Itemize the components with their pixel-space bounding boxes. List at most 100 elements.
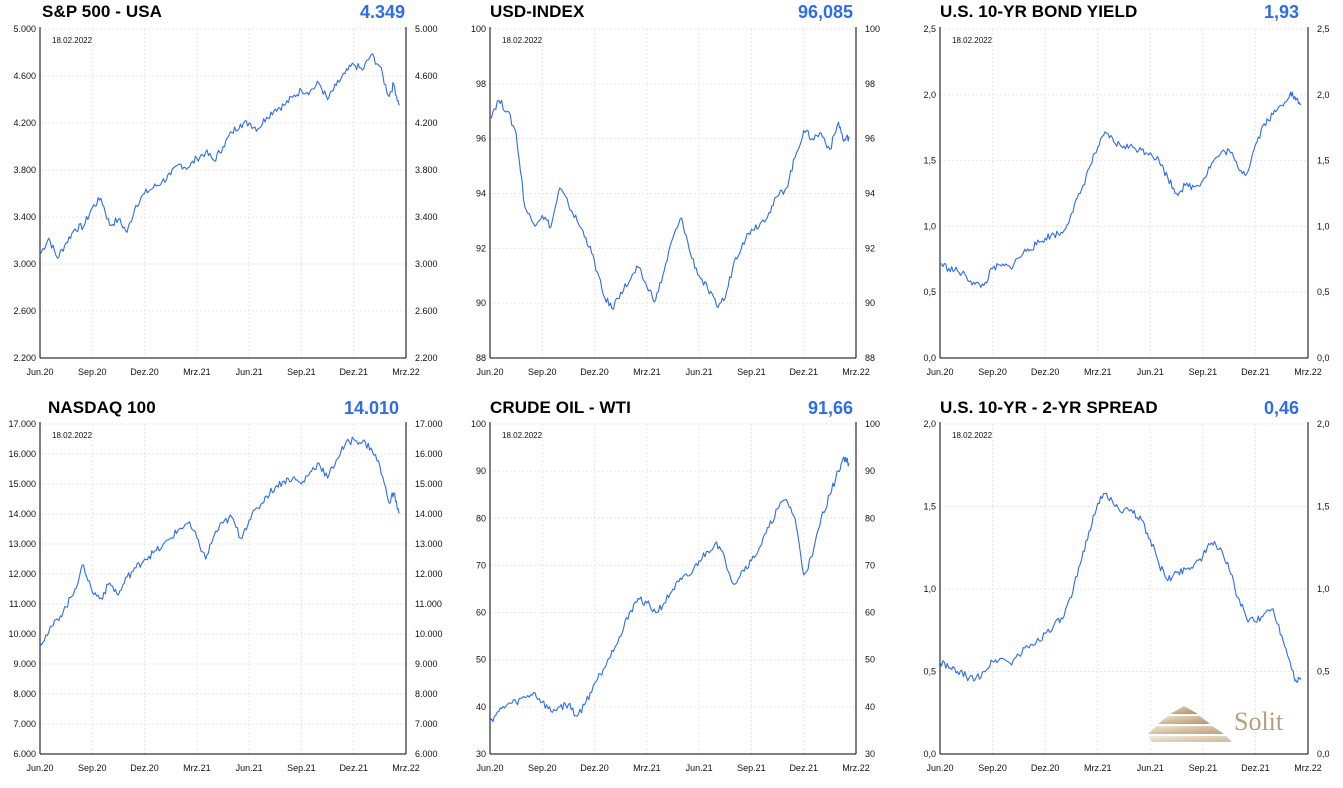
y-tick-label-left: 98 bbox=[476, 79, 486, 89]
y-tick-label-left: 13.000 bbox=[8, 539, 36, 549]
x-tick-label: Dez.21 bbox=[789, 367, 818, 377]
y-tick-label-left: 88 bbox=[476, 353, 486, 363]
y-tick-label-left: 100 bbox=[471, 24, 486, 34]
x-tick-label: Sep.20 bbox=[78, 763, 107, 773]
y-tick-label-left: 8.000 bbox=[13, 689, 36, 699]
chart-canvas: 0,0 0,0 0,5 0,5 1,0 1,0 1,5 1,5 2,0 2,0 2,5 2,5 Jun.… bbox=[923, 24, 1330, 377]
y-tick-label-left: 0,5 bbox=[923, 667, 936, 677]
y-tick-label-right: 30 bbox=[865, 749, 875, 759]
y-tick-label-right: 11.000 bbox=[415, 599, 442, 609]
y-tick-label-left: 1,5 bbox=[923, 502, 936, 512]
x-tick-label: Dez.21 bbox=[339, 763, 368, 773]
chart-title: U.S. 10-YR - 2-YR SPREAD bbox=[940, 398, 1158, 417]
y-tick-label-right: 90 bbox=[865, 298, 875, 308]
y-tick-label-right: 94 bbox=[865, 189, 875, 199]
x-tick-label: Sep.20 bbox=[978, 367, 1007, 377]
y-tick-label-right: 1,5 bbox=[1317, 502, 1330, 512]
chart-title: USD-INDEX bbox=[490, 2, 585, 21]
chart-last-value: 14.010 bbox=[343, 398, 399, 418]
x-tick-label: Sep.20 bbox=[528, 763, 557, 773]
y-tick-label-left: 11.000 bbox=[9, 599, 36, 609]
x-tick-label: Mrz.22 bbox=[842, 763, 870, 773]
chart-date-label: 18.02.2022 bbox=[952, 431, 993, 440]
chart-title: S&P 500 - USA bbox=[42, 2, 163, 21]
y-tick-label-left: 60 bbox=[476, 608, 486, 618]
y-tick-label-right: 7.000 bbox=[415, 719, 438, 729]
chart-date-label: 18.02.2022 bbox=[502, 431, 543, 440]
y-tick-label-left: 1,0 bbox=[923, 221, 936, 231]
y-tick-label-left: 0,5 bbox=[923, 287, 936, 297]
x-tick-label: Jun.20 bbox=[926, 367, 953, 377]
x-tick-label: Dez.21 bbox=[339, 367, 368, 377]
y-tick-label-right: 100 bbox=[865, 419, 880, 429]
x-tick-label: Mrz.22 bbox=[392, 367, 420, 377]
x-tick-label: Jun.21 bbox=[236, 763, 263, 773]
y-tick-label-right: 2.600 bbox=[415, 306, 438, 316]
y-tick-label-right: 40 bbox=[865, 702, 875, 712]
y-tick-label-left: 50 bbox=[476, 655, 486, 665]
y-tick-label-left: 2.200 bbox=[13, 353, 36, 363]
y-tick-label-right: 90 bbox=[865, 466, 875, 476]
series-line bbox=[489, 99, 850, 310]
y-tick-label-right: 5.000 bbox=[415, 24, 438, 34]
y-tick-label-left: 80 bbox=[476, 513, 486, 523]
y-tick-label-left: 94 bbox=[476, 189, 486, 199]
x-tick-label: Dez.20 bbox=[1031, 763, 1060, 773]
x-tick-label: Jun.20 bbox=[926, 763, 953, 773]
y-tick-label-right: 0,5 bbox=[1317, 287, 1330, 297]
chart-title: NASDAQ 100 bbox=[48, 398, 156, 417]
x-tick-label: Sep.21 bbox=[287, 367, 316, 377]
y-tick-label-right: 2,5 bbox=[1317, 24, 1330, 34]
x-tick-label: Jun.20 bbox=[26, 367, 53, 377]
y-tick-label-right: 88 bbox=[865, 353, 875, 363]
x-tick-label: Dez.20 bbox=[1031, 367, 1060, 377]
y-tick-label-right: 60 bbox=[865, 608, 875, 618]
y-tick-label-right: 0,0 bbox=[1317, 749, 1330, 759]
y-tick-label-right: 1,5 bbox=[1317, 156, 1330, 166]
y-tick-label-left: 5.000 bbox=[13, 24, 36, 34]
y-tick-label-left: 14.000 bbox=[8, 509, 36, 519]
chart-usd-index: USD-INDEX 96,085 88 88 90 90 92 92 94 94 96 96 98 9… bbox=[448, 0, 895, 392]
x-tick-label: Dez.21 bbox=[1241, 367, 1270, 377]
y-tick-label-right: 1,0 bbox=[1317, 221, 1330, 231]
chart-date-label: 18.02.2022 bbox=[52, 431, 93, 440]
y-tick-label-left: 16.000 bbox=[8, 449, 36, 459]
chart-sp500: S&P 500 - USA 4.349 2.200 2.200 2.600 2.600… bbox=[0, 0, 447, 392]
x-tick-label: Dez.20 bbox=[580, 367, 609, 377]
x-tick-label: Mrz.21 bbox=[633, 763, 661, 773]
y-tick-label-right: 10.000 bbox=[415, 629, 443, 639]
x-tick-label: Sep.21 bbox=[1189, 763, 1218, 773]
y-tick-label-left: 96 bbox=[476, 134, 486, 144]
x-tick-label: Jun.21 bbox=[686, 763, 713, 773]
x-tick-label: Sep.20 bbox=[78, 367, 107, 377]
solit-logo-icon bbox=[1148, 706, 1232, 742]
chart-crude-oil-wti: CRUDE OIL - WTI 91,66 30 30 40 40 50 50 60 60 70… bbox=[448, 396, 895, 788]
y-tick-label-right: 15.000 bbox=[415, 479, 443, 489]
y-tick-label-right: 0,0 bbox=[1317, 353, 1330, 363]
x-tick-label: Sep.21 bbox=[737, 763, 766, 773]
x-tick-label: Jun.20 bbox=[476, 763, 503, 773]
chart-nasdaq-100: NASDAQ 100 14.010 6.000 6.000 7.000 7.000 8.… bbox=[0, 396, 447, 788]
y-tick-label-right: 16.000 bbox=[415, 449, 443, 459]
x-tick-label: Mrz.22 bbox=[842, 367, 870, 377]
x-tick-label: Mrz.21 bbox=[1084, 763, 1112, 773]
x-tick-label: Jun.21 bbox=[686, 367, 713, 377]
x-tick-label: Dez.21 bbox=[789, 763, 818, 773]
y-tick-label-right: 3.000 bbox=[415, 259, 438, 269]
chart-canvas: 88 88 90 90 92 92 94 94 96 96 98 98 100 100 Jun.20 Sep.… bbox=[471, 24, 880, 377]
y-tick-label-left: 2.600 bbox=[13, 306, 36, 316]
y-tick-label-right: 6.000 bbox=[415, 749, 438, 759]
x-tick-label: Dez.20 bbox=[130, 763, 159, 773]
y-tick-label-right: 0,5 bbox=[1317, 667, 1330, 677]
x-tick-label: Sep.21 bbox=[287, 763, 316, 773]
chart-canvas: 30 30 40 40 50 50 60 60 70 70 80 80 90 90 100 100 Jun.20… bbox=[471, 419, 880, 773]
series-line bbox=[39, 53, 400, 259]
y-tick-label-left: 6.000 bbox=[13, 749, 36, 759]
y-tick-label-left: 2,5 bbox=[923, 24, 936, 34]
x-tick-label: Dez.20 bbox=[130, 367, 159, 377]
x-tick-label: Jun.21 bbox=[1137, 367, 1164, 377]
x-tick-label: Jun.20 bbox=[26, 763, 53, 773]
y-tick-label-right: 2,0 bbox=[1317, 90, 1330, 100]
x-tick-label: Sep.21 bbox=[1189, 367, 1218, 377]
chart-title: U.S. 10-YR BOND YIELD bbox=[940, 2, 1138, 21]
